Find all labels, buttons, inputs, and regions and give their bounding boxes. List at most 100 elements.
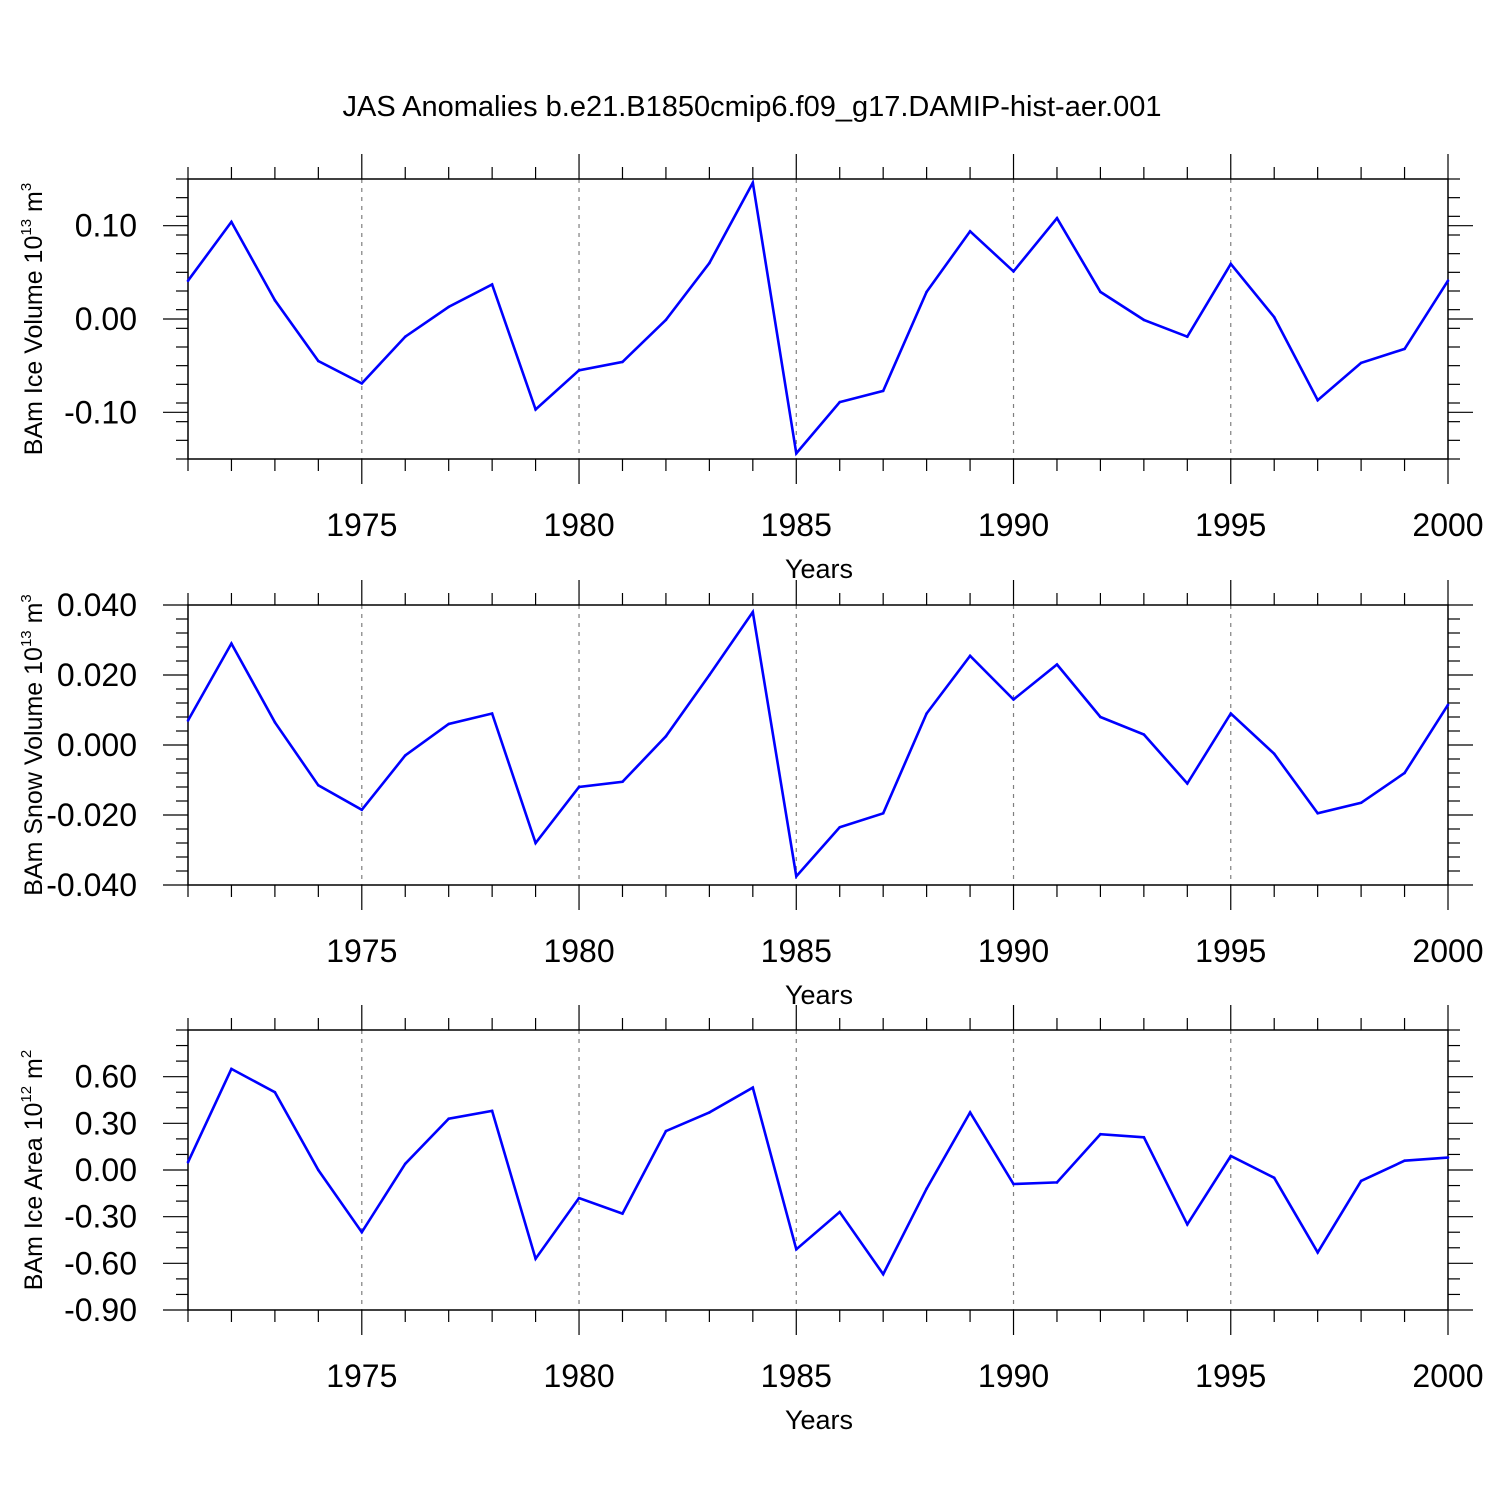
data-point	[1229, 262, 1233, 266]
x-tick-label: 1975	[326, 1358, 397, 1394]
data-point	[230, 1067, 233, 1071]
data-point	[1142, 1136, 1146, 1139]
data-point	[577, 1196, 581, 1200]
data-point	[577, 785, 581, 789]
x-tick-label: 1980	[543, 507, 614, 543]
data-point	[1359, 1179, 1363, 1183]
data-point	[708, 673, 711, 677]
data-point	[273, 720, 277, 724]
data-point	[1403, 1159, 1406, 1162]
data-point	[1055, 663, 1059, 666]
data-point	[534, 841, 537, 845]
data-point	[1186, 782, 1189, 785]
data-point	[1272, 752, 1276, 756]
data-point	[534, 1257, 537, 1260]
x-tick-label: 1985	[761, 933, 832, 969]
data-point	[621, 1212, 624, 1215]
data-point	[534, 408, 537, 411]
data-point	[1099, 290, 1102, 294]
x-tick-label: 2000	[1412, 507, 1483, 543]
data-point	[490, 1109, 494, 1113]
data-point	[1142, 733, 1146, 736]
data-point	[273, 1090, 277, 1094]
chart-panel-3: 1975 1980 1985 1990 1995 2000 -0.90 -0.60 -0.30 0…	[18, 1005, 1484, 1435]
data-point	[621, 780, 624, 784]
data-point	[403, 335, 407, 339]
x-tick-label: 1975	[326, 933, 397, 969]
y-axis-label: BAm Snow Volume 1013 m3	[18, 594, 48, 896]
data-point	[925, 712, 928, 715]
x-tick-label: 1995	[1195, 933, 1266, 969]
data-point	[708, 1111, 711, 1114]
x-tick-label: 1990	[978, 933, 1049, 969]
data-point	[664, 734, 668, 738]
data-point	[230, 220, 233, 224]
data-point	[664, 1129, 668, 1133]
data-series-line	[186, 178, 1450, 457]
y-tick-label: 0.000	[57, 727, 137, 763]
data-point	[403, 1162, 407, 1166]
data-point	[403, 754, 407, 757]
data-point	[360, 1230, 364, 1234]
y-axis-label: BAm Ice Area 1012 m2	[18, 1050, 48, 1290]
x-tick-label: 1990	[978, 1358, 1049, 1394]
data-point	[317, 783, 320, 787]
data-point	[577, 369, 581, 372]
data-point	[1099, 715, 1102, 719]
data-point	[968, 229, 972, 233]
data-point	[1229, 712, 1233, 715]
x-tick-label: 1995	[1195, 1358, 1266, 1394]
data-point	[881, 811, 885, 815]
data-point	[751, 181, 755, 185]
x-tick-label: 1980	[543, 933, 614, 969]
data-point	[1186, 1223, 1189, 1226]
x-axis-label: Years	[785, 554, 853, 584]
data-point	[925, 1187, 928, 1190]
data-point	[708, 261, 711, 265]
data-point	[1055, 1181, 1059, 1184]
y-tick-label: 0.30	[75, 1105, 137, 1141]
y-tick-label: -0.90	[64, 1292, 137, 1328]
data-point	[1186, 335, 1189, 339]
data-point	[273, 299, 277, 302]
data-point	[968, 1111, 972, 1114]
data-point	[751, 610, 755, 614]
data-point	[794, 452, 798, 455]
data-point	[1229, 1154, 1233, 1158]
data-point	[1446, 703, 1450, 707]
y-tick-label: 0.00	[75, 301, 137, 337]
data-point	[1403, 347, 1406, 351]
data-point	[838, 1210, 842, 1214]
data-point	[621, 360, 624, 364]
data-point	[1359, 801, 1363, 805]
y-tick-label: -0.020	[46, 797, 137, 833]
data-point	[447, 1117, 450, 1120]
y-tick-label: -0.60	[64, 1245, 137, 1281]
y-tick-label: 0.10	[75, 208, 137, 244]
x-tick-label: 2000	[1412, 933, 1483, 969]
y-tick-label: 0.040	[57, 587, 137, 623]
data-point	[360, 808, 364, 812]
data-point	[230, 642, 233, 645]
data-point	[186, 1160, 190, 1164]
data-point	[794, 1248, 798, 1251]
data-point	[881, 1272, 885, 1276]
data-point	[751, 1086, 755, 1089]
x-tick-label: 1995	[1195, 507, 1266, 543]
data-point	[447, 722, 450, 726]
panels: 1975 1980 1985 1990 1995 2000 -0.10 0.00 0.10 Yea…	[18, 154, 1484, 1435]
x-tick-label: 2000	[1412, 1358, 1483, 1394]
data-series-line	[186, 1067, 1449, 1277]
data-point	[1099, 1132, 1102, 1136]
chart-panel-1: 1975 1980 1985 1990 1995 2000 -0.10 0.00 0.10 Yea…	[18, 154, 1484, 584]
data-point	[186, 719, 190, 722]
data-point	[1142, 318, 1146, 322]
x-tick-label: 1985	[761, 507, 832, 543]
data-point	[1446, 1156, 1450, 1159]
data-point	[360, 382, 364, 385]
figure-title: JAS Anomalies b.e21.B1850cmip6.f09_g17.D…	[343, 91, 1162, 123]
y-tick-label: -0.10	[64, 394, 137, 430]
data-point	[186, 279, 190, 283]
data-point	[317, 1168, 320, 1172]
